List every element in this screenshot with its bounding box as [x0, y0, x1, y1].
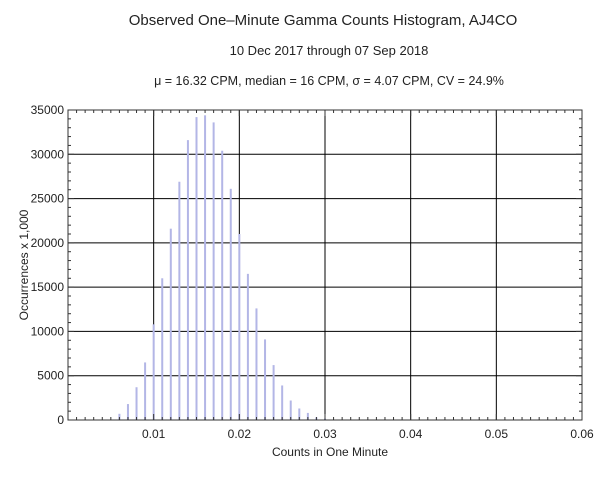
histogram-bar [264, 339, 267, 420]
histogram-bar [152, 324, 155, 420]
x-tick-labels: 0.01 0.02 0.03 0.04 0.05 0.06 [142, 427, 594, 441]
histogram-bar [281, 385, 284, 420]
x-tick-label: 0.01 [142, 427, 166, 441]
x-tick-label: 0.02 [228, 427, 252, 441]
histogram-bar [204, 115, 207, 421]
histogram-bar [186, 140, 189, 420]
histogram-bar [272, 365, 275, 420]
histogram-bar [195, 117, 198, 420]
histogram-bar [298, 408, 301, 420]
histogram-bar [161, 278, 164, 420]
histogram-bars [118, 115, 326, 421]
axis-ticks [67, 109, 583, 421]
y-tick-label: 35000 [31, 103, 65, 117]
histogram-bar [221, 150, 224, 420]
x-axis-label: Counts in One Minute [272, 445, 388, 459]
x-tick-label: 0.05 [485, 427, 509, 441]
histogram-bar [255, 308, 258, 420]
histogram-bar [238, 234, 241, 420]
histogram-bar [169, 228, 172, 420]
y-tick-labels: 0 5000 10000 15000 20000 25000 30000 35000 [31, 103, 65, 427]
histogram-bar [229, 188, 232, 420]
histogram-bar [246, 273, 249, 420]
y-tick-label: 5000 [37, 369, 64, 383]
histogram-bar [144, 362, 147, 420]
histogram-bar [306, 412, 309, 420]
histogram-bar [126, 404, 129, 420]
y-tick-label: 30000 [31, 147, 65, 161]
y-tick-label: 15000 [31, 280, 65, 294]
x-tick-label: 0.03 [313, 427, 337, 441]
y-tick-label: 0 [57, 413, 64, 427]
x-tick-label: 0.06 [570, 427, 594, 441]
y-axis-label: Occurrences x 1,000 [17, 209, 31, 320]
x-tick-label: 0.04 [399, 427, 423, 441]
histogram-bar [289, 400, 292, 420]
chart-stats-line: μ = 16.32 CPM, median = 16 CPM, σ = 4.07… [154, 74, 504, 88]
chart-subtitle: 10 Dec 2017 through 07 Sep 2018 [230, 43, 429, 58]
y-tick-label: 10000 [31, 324, 65, 338]
histogram-bar [178, 181, 181, 420]
chart-title: Observed One–Minute Gamma Counts Histogr… [129, 12, 518, 29]
histogram-bar [212, 122, 215, 421]
y-tick-label: 25000 [31, 192, 65, 206]
y-tick-label: 20000 [31, 236, 65, 250]
histogram-bar [135, 387, 138, 420]
histogram-bar [118, 413, 121, 420]
